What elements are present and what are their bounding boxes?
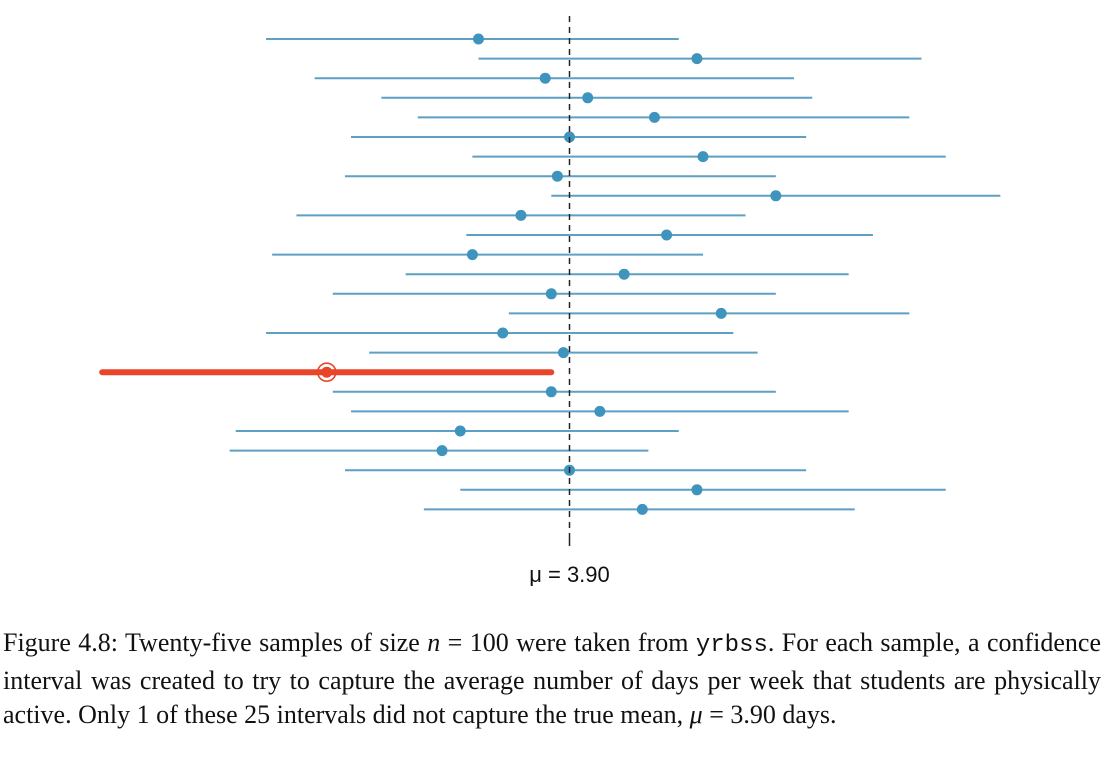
- estimate-point: [582, 92, 594, 104]
- caption-mu-variable: μ: [689, 700, 703, 729]
- caption-dataset-name: yrbss: [695, 632, 768, 659]
- intervals-group: [99, 33, 1001, 515]
- estimate-point: [545, 288, 557, 300]
- estimate-point: [515, 209, 527, 221]
- estimate-point: [539, 72, 551, 84]
- estimate-point: [436, 445, 448, 457]
- estimate-point: [472, 33, 484, 45]
- estimate-point: [636, 503, 648, 515]
- estimate-point: [557, 347, 569, 359]
- estimate-point: [545, 386, 557, 398]
- estimate-point: [466, 249, 478, 261]
- caption-part-2: = 100 were taken from: [440, 628, 696, 657]
- confidence-interval-chart: μ = 3.90: [99, 16, 1001, 587]
- missed-estimate-point: [321, 366, 333, 378]
- estimate-point: [648, 111, 660, 123]
- estimate-point: [770, 190, 782, 202]
- true-mean-label: μ = 3.90: [529, 562, 610, 587]
- caption-part-3: . For each sample, a confidence interval…: [3, 628, 1101, 729]
- estimate-point: [454, 425, 466, 437]
- estimate-point: [594, 405, 606, 417]
- figure-caption: Figure 4.8: Twenty-five samples of size …: [3, 626, 1101, 733]
- missed-estimate-ring: [316, 362, 337, 383]
- estimate-point: [551, 170, 563, 182]
- estimate-point: [661, 229, 673, 241]
- caption-part-1: Figure 4.8: Twenty-five samples of size: [3, 628, 428, 657]
- caption-part-4: = 3.90 days.: [702, 700, 837, 729]
- caption-n-variable: n: [427, 628, 441, 657]
- estimate-point: [691, 484, 703, 496]
- estimate-point: [715, 307, 727, 319]
- estimate-point: [618, 268, 630, 280]
- estimate-point: [497, 327, 509, 339]
- estimate-point: [691, 53, 703, 65]
- estimate-point: [697, 151, 709, 163]
